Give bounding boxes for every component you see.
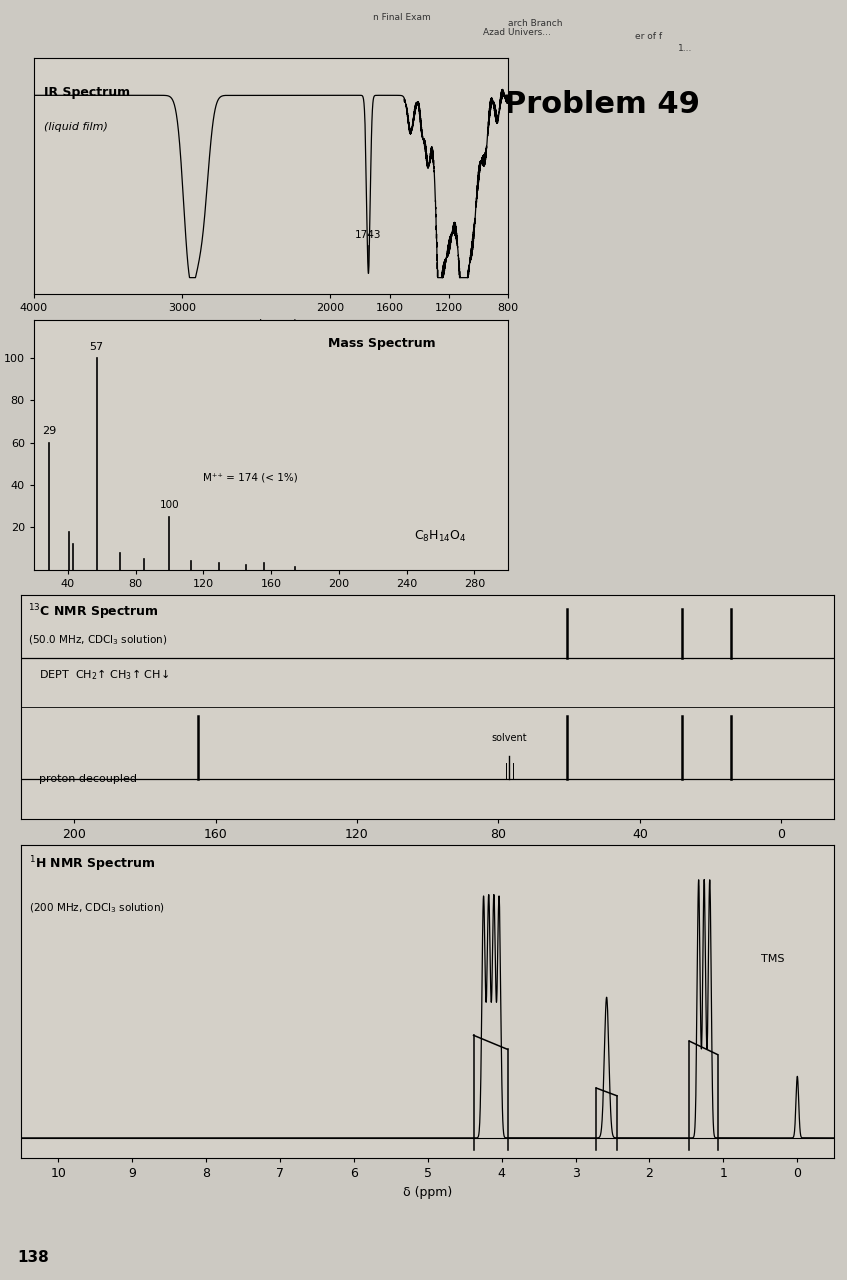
X-axis label: δ (ppm): δ (ppm) <box>403 847 452 860</box>
Text: 1743: 1743 <box>355 230 382 266</box>
Text: er of f: er of f <box>635 32 662 41</box>
Text: Azad Univers...: Azad Univers... <box>483 28 551 37</box>
X-axis label: δ (ppm): δ (ppm) <box>403 1187 452 1199</box>
X-axis label: V (cm⁻¹): V (cm⁻¹) <box>245 319 297 332</box>
Text: 57: 57 <box>90 342 103 352</box>
Text: 1...: 1... <box>678 44 692 52</box>
Text: arch Branch: arch Branch <box>508 19 562 28</box>
Text: 100: 100 <box>159 500 180 511</box>
Text: M⁺⁺ = 174 (< 1%): M⁺⁺ = 174 (< 1%) <box>203 472 298 483</box>
Text: 29: 29 <box>42 426 56 436</box>
Y-axis label: % of base peak: % of base peak <box>0 404 1 485</box>
Text: IR Spectrum: IR Spectrum <box>44 86 130 99</box>
Text: $^{13}$C NMR Spectrum: $^{13}$C NMR Spectrum <box>28 602 158 622</box>
Text: Problem 49: Problem 49 <box>504 90 700 119</box>
Text: 138: 138 <box>17 1249 48 1265</box>
Text: DEPT  CH$_2$↑ CH$_3$↑ CH↓: DEPT CH$_2$↑ CH$_3$↑ CH↓ <box>39 667 169 682</box>
Text: (liquid film): (liquid film) <box>44 122 108 132</box>
Text: proton decoupled: proton decoupled <box>39 774 137 785</box>
Text: $^1$H NMR Spectrum: $^1$H NMR Spectrum <box>30 854 156 874</box>
Text: n Final Exam: n Final Exam <box>373 13 430 22</box>
Text: TMS: TMS <box>761 954 784 964</box>
Text: Mass Spectrum: Mass Spectrum <box>328 338 435 351</box>
Text: (50.0 MHz, CDCl$_3$ solution): (50.0 MHz, CDCl$_3$ solution) <box>28 634 167 646</box>
Text: No significant UV
absorption above 220 nm: No significant UV absorption above 220 n… <box>529 602 690 630</box>
Text: C$_8$H$_{14}$O$_4$: C$_8$H$_{14}$O$_4$ <box>414 529 467 544</box>
Text: solvent: solvent <box>491 733 527 742</box>
X-axis label: m/e: m/e <box>259 594 283 607</box>
Text: (200 MHz, CDCl$_3$ solution): (200 MHz, CDCl$_3$ solution) <box>30 901 165 915</box>
